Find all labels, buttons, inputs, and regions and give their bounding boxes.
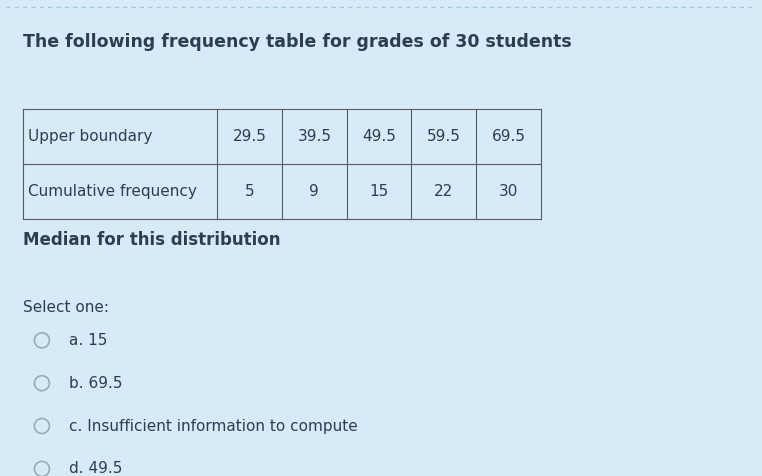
Text: 9: 9 <box>309 184 319 199</box>
Text: Upper boundary: Upper boundary <box>28 129 152 144</box>
Text: 49.5: 49.5 <box>362 129 396 144</box>
Text: d. 49.5: d. 49.5 <box>69 461 122 476</box>
Ellipse shape <box>34 333 50 348</box>
Text: Cumulative frequency: Cumulative frequency <box>28 184 197 199</box>
Text: 59.5: 59.5 <box>427 129 461 144</box>
Text: c. Insufficient information to compute: c. Insufficient information to compute <box>69 418 357 434</box>
Text: Select one:: Select one: <box>23 300 109 315</box>
Text: a. 15: a. 15 <box>69 333 107 348</box>
Text: 29.5: 29.5 <box>232 129 267 144</box>
Text: 22: 22 <box>434 184 453 199</box>
Text: 30: 30 <box>499 184 518 199</box>
Ellipse shape <box>34 376 50 391</box>
Ellipse shape <box>34 461 50 476</box>
Text: Median for this distribution: Median for this distribution <box>23 231 280 249</box>
Text: 39.5: 39.5 <box>297 129 331 144</box>
Ellipse shape <box>34 418 50 434</box>
Text: b. 69.5: b. 69.5 <box>69 376 122 391</box>
Text: The following frequency table for grades of 30 students: The following frequency table for grades… <box>23 33 572 51</box>
Text: 5: 5 <box>245 184 255 199</box>
Text: 15: 15 <box>370 184 389 199</box>
Text: 69.5: 69.5 <box>491 129 526 144</box>
